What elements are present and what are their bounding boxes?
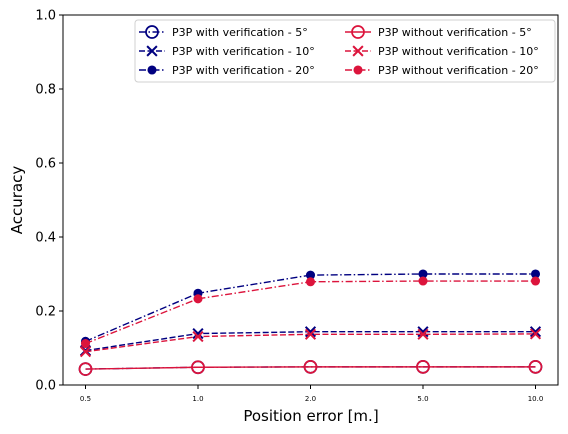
legend-marker bbox=[146, 45, 158, 57]
legend-item: P3P without verification - 10° bbox=[345, 45, 539, 58]
legend-label: P3P without verification - 20° bbox=[378, 64, 539, 77]
x-tick-label: 0.5 bbox=[80, 395, 91, 403]
data-point bbox=[305, 277, 316, 287]
data-point bbox=[192, 330, 204, 343]
data-point bbox=[192, 327, 204, 340]
y-axis-label: Accuracy bbox=[8, 166, 26, 235]
data-point bbox=[78, 362, 93, 376]
data-point bbox=[416, 360, 430, 374]
legend-label: P3P with verification - 5° bbox=[172, 26, 308, 39]
series-4 bbox=[78, 360, 543, 376]
data-point bbox=[304, 328, 317, 340]
data-point bbox=[80, 339, 91, 349]
series-layer bbox=[78, 269, 543, 376]
legend-marker bbox=[353, 65, 363, 75]
data-point bbox=[303, 360, 318, 374]
data-point bbox=[193, 294, 203, 304]
data-point bbox=[79, 346, 92, 358]
legend-item: P3P without verification - 20° bbox=[345, 64, 539, 77]
x-tick-label: 2.0 bbox=[305, 395, 316, 403]
legend-marker bbox=[352, 45, 364, 57]
x-axis-label: Position error [m.] bbox=[243, 407, 378, 425]
series-5 bbox=[79, 328, 542, 358]
series-6 bbox=[80, 276, 541, 349]
y-tick-label: 0.0 bbox=[35, 379, 56, 394]
legend-label: P3P with verification - 10° bbox=[172, 45, 315, 58]
x-tick-label: 5.0 bbox=[417, 395, 428, 403]
data-point bbox=[529, 326, 542, 338]
legend: P3P with verification - 5° P3P with verif… bbox=[134, 19, 556, 83]
x-tick-label: 1.0 bbox=[192, 395, 203, 403]
legend-marker bbox=[351, 25, 365, 39]
legend-item: P3P with verification - 10° bbox=[139, 45, 315, 58]
data-point bbox=[529, 328, 542, 340]
y-tick-label: 0.2 bbox=[35, 305, 56, 320]
legend-label: P3P without verification - 10° bbox=[378, 45, 539, 58]
y-tick-label: 1.0 bbox=[35, 9, 56, 24]
data-point bbox=[417, 328, 429, 340]
legend-label: P3P with verification - 20° bbox=[172, 64, 315, 77]
legend-item: P3P with verification - 20° bbox=[139, 64, 315, 77]
series-line bbox=[85, 366, 536, 370]
legend-marker bbox=[145, 25, 159, 39]
legend-item: P3P without verification - 5° bbox=[345, 25, 532, 39]
legend-marker bbox=[147, 65, 157, 75]
legend-item: P3P with verification - 5° bbox=[139, 25, 308, 39]
series-2 bbox=[79, 326, 542, 357]
series-line bbox=[85, 333, 536, 353]
data-point bbox=[418, 276, 428, 286]
y-tick-label: 0.8 bbox=[35, 83, 56, 98]
axes-layer: 0.0 0.2 0.4 0.6 0.8 1.0 0.5 1.0 2.0 5.0 10.0 bbox=[35, 9, 559, 403]
x-tick-label: 10.0 bbox=[528, 395, 544, 403]
y-tick-label: 0.6 bbox=[35, 157, 56, 172]
data-point bbox=[528, 360, 543, 374]
legend-label: P3P without verification - 5° bbox=[378, 26, 532, 39]
data-point bbox=[530, 276, 541, 286]
data-point bbox=[191, 360, 205, 375]
y-tick-label: 0.4 bbox=[35, 231, 56, 246]
